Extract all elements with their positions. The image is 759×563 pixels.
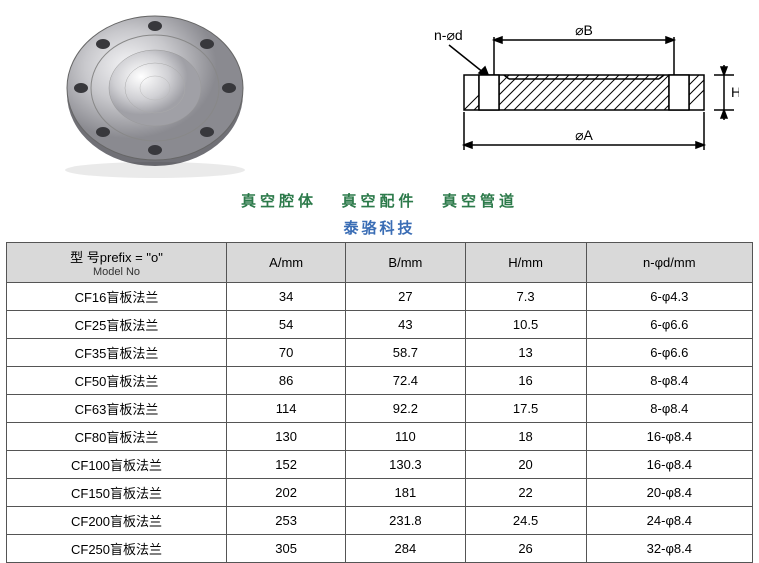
cell-a: 130	[227, 423, 346, 451]
cell-h: 20	[465, 451, 586, 479]
cell-a: 152	[227, 451, 346, 479]
col-h: H/mm	[465, 243, 586, 283]
table-row: CF16盲板法兰34277.36-φ4.3	[7, 283, 753, 311]
caption-1c: 真空管道	[442, 193, 518, 210]
cell-nd: 8-φ8.4	[586, 395, 752, 423]
table-body: CF16盲板法兰34277.36-φ4.3CF25盲板法兰544310.56-φ…	[7, 283, 753, 563]
specs-table: 型 号prefix = "o" Model No A/mm B/mm H/mm …	[6, 242, 753, 563]
col-a: A/mm	[227, 243, 346, 283]
cell-model: CF35盲板法兰	[7, 339, 227, 367]
cell-model: CF150盲板法兰	[7, 479, 227, 507]
cell-model: CF200盲板法兰	[7, 507, 227, 535]
cell-a: 202	[227, 479, 346, 507]
cell-b: 231.8	[346, 507, 465, 535]
product-photo	[20, 10, 290, 180]
cell-h: 10.5	[465, 311, 586, 339]
cell-a: 305	[227, 535, 346, 563]
cell-model: CF250盲板法兰	[7, 535, 227, 563]
cell-nd: 16-φ8.4	[586, 423, 752, 451]
caption-1a: 真空腔体	[241, 193, 317, 210]
table-row: CF150盲板法兰2021812220-φ8.4	[7, 479, 753, 507]
cell-a: 114	[227, 395, 346, 423]
cell-a: 34	[227, 283, 346, 311]
dim-b-label: ⌀B	[575, 22, 593, 38]
cell-h: 7.3	[465, 283, 586, 311]
cell-b: 72.4	[346, 367, 465, 395]
cell-nd: 32-φ8.4	[586, 535, 752, 563]
dim-h-label: H	[731, 84, 739, 100]
cell-a: 86	[227, 367, 346, 395]
col-b: B/mm	[346, 243, 465, 283]
cell-b: 58.7	[346, 339, 465, 367]
table-row: CF200盲板法兰253231.824.524-φ8.4	[7, 507, 753, 535]
col-model: 型 号prefix = "o" Model No	[7, 243, 227, 283]
cell-nd: 6-φ6.6	[586, 339, 752, 367]
cell-nd: 6-φ6.6	[586, 311, 752, 339]
table-row: CF250盲板法兰3052842632-φ8.4	[7, 535, 753, 563]
cell-model: CF63盲板法兰	[7, 395, 227, 423]
table-row: CF80盲板法兰1301101816-φ8.4	[7, 423, 753, 451]
model-bot: Model No	[13, 266, 220, 278]
cell-h: 13	[465, 339, 586, 367]
cell-model: CF100盲板法兰	[7, 451, 227, 479]
cell-b: 110	[346, 423, 465, 451]
cell-a: 253	[227, 507, 346, 535]
cell-h: 26	[465, 535, 586, 563]
cell-b: 92.2	[346, 395, 465, 423]
table-header-row: 型 号prefix = "o" Model No A/mm B/mm H/mm …	[7, 243, 753, 283]
table-row: CF35盲板法兰7058.7136-φ6.6	[7, 339, 753, 367]
dim-nd-label: n-⌀d	[434, 27, 463, 43]
table-row: CF100盲板法兰152130.32016-φ8.4	[7, 451, 753, 479]
cell-model: CF50盲板法兰	[7, 367, 227, 395]
top-section: ⌀B n-⌀d	[0, 0, 759, 190]
cell-model: CF80盲板法兰	[7, 423, 227, 451]
cell-model: CF25盲板法兰	[7, 311, 227, 339]
cell-b: 130.3	[346, 451, 465, 479]
cell-a: 54	[227, 311, 346, 339]
caption-line2: 泰骆科技	[0, 217, 759, 238]
table-row: CF25盲板法兰544310.56-φ6.6	[7, 311, 753, 339]
specs-table-wrap: 型 号prefix = "o" Model No A/mm B/mm H/mm …	[0, 242, 759, 563]
cell-h: 17.5	[465, 395, 586, 423]
cell-model: CF16盲板法兰	[7, 283, 227, 311]
table-row: CF63盲板法兰11492.217.58-φ8.4	[7, 395, 753, 423]
cell-h: 16	[465, 367, 586, 395]
cell-nd: 24-φ8.4	[586, 507, 752, 535]
cell-h: 22	[465, 479, 586, 507]
cell-a: 70	[227, 339, 346, 367]
model-top: 型 号prefix = "o"	[13, 247, 220, 266]
cell-nd: 16-φ8.4	[586, 451, 752, 479]
cell-b: 181	[346, 479, 465, 507]
cell-b: 284	[346, 535, 465, 563]
cell-h: 24.5	[465, 507, 586, 535]
cell-nd: 6-φ4.3	[586, 283, 752, 311]
dim-a-label: ⌀A	[575, 127, 593, 143]
cell-nd: 8-φ8.4	[586, 367, 752, 395]
caption-1b: 真空配件	[341, 193, 417, 210]
cell-nd: 20-φ8.4	[586, 479, 752, 507]
caption-line1: 真空腔体 真空配件 真空管道	[0, 190, 759, 211]
technical-diagram: ⌀B n-⌀d	[379, 25, 739, 165]
table-row: CF50盲板法兰8672.4168-φ8.4	[7, 367, 753, 395]
cell-h: 18	[465, 423, 586, 451]
cell-b: 27	[346, 283, 465, 311]
col-nd: n-φd/mm	[586, 243, 752, 283]
cell-b: 43	[346, 311, 465, 339]
caption-area: 真空腔体 真空配件 真空管道 泰骆科技	[0, 190, 759, 242]
